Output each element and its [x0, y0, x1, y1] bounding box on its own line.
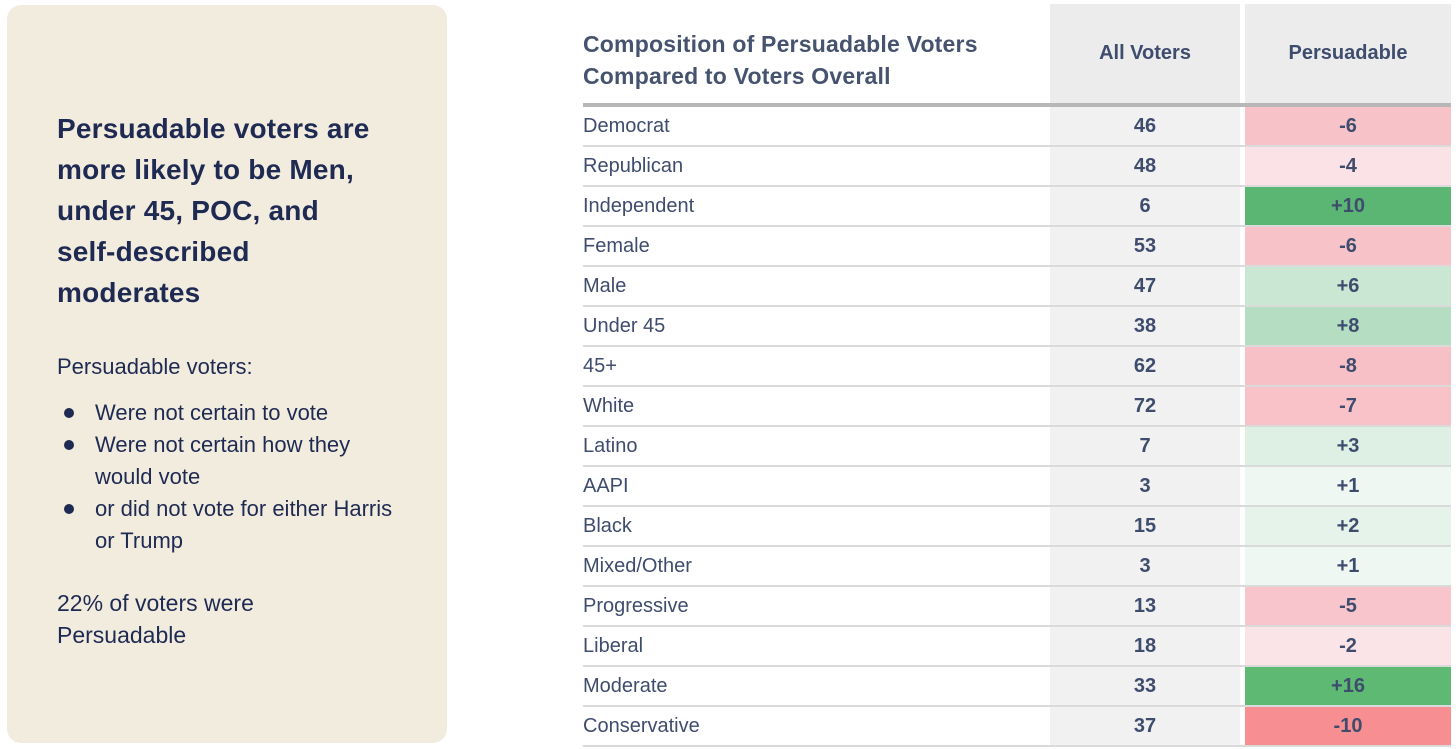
- bullet-text: or did not vote for either Harris or Tru…: [95, 496, 393, 553]
- row-all-voters-value: 7: [1050, 427, 1240, 465]
- table-header: Composition of Persuadable Voters Compar…: [583, 4, 1451, 103]
- column-header-all-voters: All Voters: [1050, 4, 1240, 103]
- row-all-voters-value: 3: [1050, 547, 1240, 585]
- row-all-voters-value: 3: [1050, 467, 1240, 505]
- bullet-text: Were not certain how they would vote: [95, 432, 351, 489]
- table-row: Under 45 38 +8: [583, 307, 1451, 347]
- table-row: Mixed/Other 3 +1: [583, 547, 1451, 587]
- row-label: Under 45: [583, 307, 1050, 345]
- row-persuadable-value: +1: [1245, 547, 1451, 585]
- row-all-voters-value: 72: [1050, 387, 1240, 425]
- row-label: Conservative: [583, 707, 1050, 745]
- row-persuadable-value: -8: [1245, 347, 1451, 385]
- row-label: Female: [583, 227, 1050, 265]
- row-persuadable-value: -2: [1245, 627, 1451, 665]
- row-label: Black: [583, 507, 1050, 545]
- row-label: White: [583, 387, 1050, 425]
- table-row: Black 15 +2: [583, 507, 1451, 547]
- table-row: Latino 7 +3: [583, 427, 1451, 467]
- summary-footnote: 22% of voters were Persuadable: [57, 590, 254, 648]
- row-all-voters-value: 15: [1050, 507, 1240, 545]
- summary-heading: Persuadable voters are more likely to be…: [57, 113, 370, 308]
- row-persuadable-value: -6: [1245, 107, 1451, 145]
- row-persuadable-value: +16: [1245, 667, 1451, 705]
- row-all-voters-value: 48: [1050, 147, 1240, 185]
- row-persuadable-value: +10: [1245, 187, 1451, 225]
- bullet-item: Were not certain how they would vote: [57, 429, 395, 493]
- row-label: Democrat: [583, 107, 1050, 145]
- table-row: Moderate 33 +16: [583, 667, 1451, 707]
- summary-intro: Persuadable voters:: [57, 354, 253, 379]
- row-all-voters-value: 47: [1050, 267, 1240, 305]
- row-label: AAPI: [583, 467, 1050, 505]
- row-persuadable-value: +3: [1245, 427, 1451, 465]
- row-persuadable-value: -7: [1245, 387, 1451, 425]
- header-divider: [583, 103, 1451, 107]
- table-row: Male 47 +6: [583, 267, 1451, 307]
- table-row: 45+ 62 -8: [583, 347, 1451, 387]
- row-label: Male: [583, 267, 1050, 305]
- row-all-voters-value: 13: [1050, 587, 1240, 625]
- table-row: Democrat 46 -6: [583, 107, 1451, 147]
- row-all-voters-value: 62: [1050, 347, 1240, 385]
- row-label: Liberal: [583, 627, 1050, 665]
- row-label: Moderate: [583, 667, 1050, 705]
- composition-table: Composition of Persuadable Voters Compar…: [583, 4, 1451, 747]
- summary-card: Persuadable voters are more likely to be…: [7, 5, 447, 743]
- row-all-voters-value: 18: [1050, 627, 1240, 665]
- summary-bullet-list: Were not certain to vote Were not certai…: [57, 397, 417, 557]
- row-persuadable-value: +6: [1245, 267, 1451, 305]
- row-persuadable-value: -10: [1245, 707, 1451, 745]
- row-all-voters-value: 46: [1050, 107, 1240, 145]
- row-persuadable-value: -5: [1245, 587, 1451, 625]
- row-all-voters-value: 37: [1050, 707, 1240, 745]
- table-row: Independent 6 +10: [583, 187, 1451, 227]
- row-persuadable-value: +1: [1245, 467, 1451, 505]
- table-row: Female 53 -6: [583, 227, 1451, 267]
- row-label: 45+: [583, 347, 1050, 385]
- row-label: Republican: [583, 147, 1050, 185]
- table-row: Liberal 18 -2: [583, 627, 1451, 667]
- table-body: Democrat 46 -6 Republican 48 -4 Independ…: [583, 107, 1451, 747]
- row-persuadable-value: +2: [1245, 507, 1451, 545]
- row-label: Latino: [583, 427, 1050, 465]
- bullet-dot-icon: [64, 408, 74, 418]
- bullet-dot-icon: [64, 440, 74, 450]
- row-all-voters-value: 53: [1050, 227, 1240, 265]
- bullet-dot-icon: [64, 504, 74, 514]
- row-label: Mixed/Other: [583, 547, 1050, 585]
- table-title: Composition of Persuadable Voters Compar…: [583, 31, 978, 89]
- table-row: White 72 -7: [583, 387, 1451, 427]
- row-persuadable-value: +8: [1245, 307, 1451, 345]
- table-row: Progressive 13 -5: [583, 587, 1451, 627]
- bullet-text: Were not certain to vote: [95, 400, 329, 425]
- column-header-persuadable: Persuadable: [1245, 4, 1451, 103]
- bullet-item: or did not vote for either Harris or Tru…: [57, 493, 395, 557]
- row-all-voters-value: 38: [1050, 307, 1240, 345]
- row-persuadable-value: -4: [1245, 147, 1451, 185]
- row-label: Progressive: [583, 587, 1050, 625]
- table-row: Conservative 37 -10: [583, 707, 1451, 747]
- row-all-voters-value: 6: [1050, 187, 1240, 225]
- table-row: Republican 48 -4: [583, 147, 1451, 187]
- bullet-item: Were not certain to vote: [57, 397, 395, 429]
- row-label: Independent: [583, 187, 1050, 225]
- row-persuadable-value: -6: [1245, 227, 1451, 265]
- row-all-voters-value: 33: [1050, 667, 1240, 705]
- table-row: AAPI 3 +1: [583, 467, 1451, 507]
